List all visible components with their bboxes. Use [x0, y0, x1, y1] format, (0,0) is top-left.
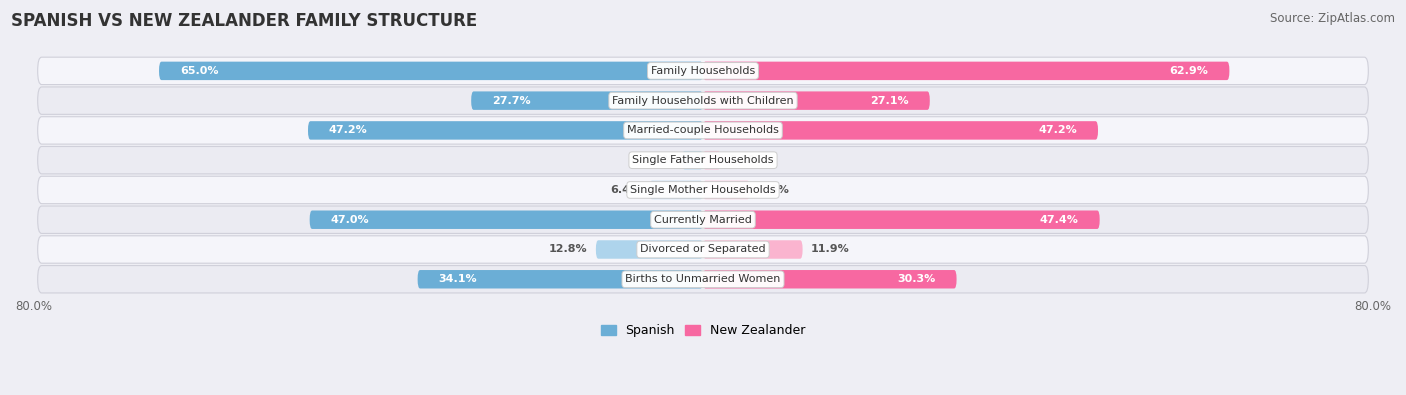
FancyBboxPatch shape — [703, 62, 1229, 80]
Text: 34.1%: 34.1% — [439, 274, 477, 284]
FancyBboxPatch shape — [159, 62, 703, 80]
Text: 2.1%: 2.1% — [728, 155, 759, 165]
Text: Divorced or Separated: Divorced or Separated — [640, 245, 766, 254]
Text: 2.5%: 2.5% — [643, 155, 673, 165]
FancyBboxPatch shape — [38, 176, 1368, 204]
FancyBboxPatch shape — [703, 151, 720, 169]
FancyBboxPatch shape — [38, 117, 1368, 144]
Text: 47.2%: 47.2% — [1039, 126, 1077, 135]
FancyBboxPatch shape — [38, 87, 1368, 114]
Text: 6.4%: 6.4% — [610, 185, 641, 195]
FancyBboxPatch shape — [703, 211, 1099, 229]
Text: 47.0%: 47.0% — [330, 215, 370, 225]
FancyBboxPatch shape — [682, 151, 703, 169]
Text: SPANISH VS NEW ZEALANDER FAMILY STRUCTURE: SPANISH VS NEW ZEALANDER FAMILY STRUCTUR… — [11, 12, 478, 30]
FancyBboxPatch shape — [308, 121, 703, 140]
Text: 27.7%: 27.7% — [492, 96, 530, 105]
FancyBboxPatch shape — [38, 236, 1368, 263]
Text: Family Households: Family Households — [651, 66, 755, 76]
Text: Source: ZipAtlas.com: Source: ZipAtlas.com — [1270, 12, 1395, 25]
Text: 11.9%: 11.9% — [811, 245, 849, 254]
Text: 62.9%: 62.9% — [1170, 66, 1209, 76]
Text: 65.0%: 65.0% — [180, 66, 218, 76]
Text: Family Households with Children: Family Households with Children — [612, 96, 794, 105]
FancyBboxPatch shape — [596, 240, 703, 259]
Text: Married-couple Households: Married-couple Households — [627, 126, 779, 135]
FancyBboxPatch shape — [703, 240, 803, 259]
Text: Single Father Households: Single Father Households — [633, 155, 773, 165]
FancyBboxPatch shape — [38, 206, 1368, 233]
FancyBboxPatch shape — [650, 181, 703, 199]
Text: 27.1%: 27.1% — [870, 96, 908, 105]
Text: 12.8%: 12.8% — [548, 245, 588, 254]
FancyBboxPatch shape — [703, 181, 749, 199]
Text: Currently Married: Currently Married — [654, 215, 752, 225]
FancyBboxPatch shape — [471, 91, 703, 110]
Text: Births to Unmarried Women: Births to Unmarried Women — [626, 274, 780, 284]
FancyBboxPatch shape — [38, 57, 1368, 85]
Text: 30.3%: 30.3% — [897, 274, 935, 284]
Text: 47.2%: 47.2% — [329, 126, 367, 135]
Text: 47.4%: 47.4% — [1040, 215, 1078, 225]
FancyBboxPatch shape — [703, 121, 1098, 140]
Text: Single Mother Households: Single Mother Households — [630, 185, 776, 195]
FancyBboxPatch shape — [703, 270, 956, 288]
FancyBboxPatch shape — [38, 147, 1368, 174]
FancyBboxPatch shape — [418, 270, 703, 288]
FancyBboxPatch shape — [38, 265, 1368, 293]
FancyBboxPatch shape — [309, 211, 703, 229]
FancyBboxPatch shape — [703, 91, 929, 110]
Legend: Spanish, New Zealander: Spanish, New Zealander — [596, 320, 810, 342]
Text: 5.6%: 5.6% — [758, 185, 789, 195]
